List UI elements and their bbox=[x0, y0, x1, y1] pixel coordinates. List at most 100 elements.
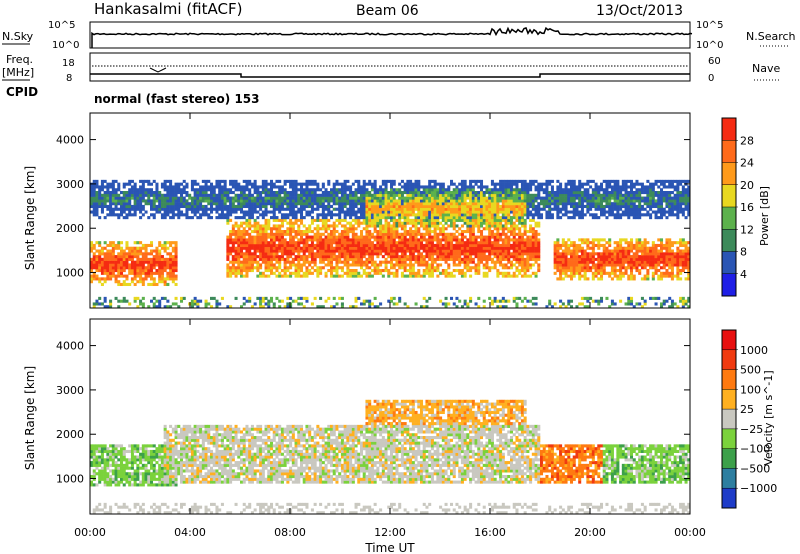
power-cell bbox=[150, 274, 154, 278]
power-cell bbox=[384, 241, 388, 245]
power-cell bbox=[310, 257, 314, 261]
power-cell bbox=[450, 252, 454, 256]
power-cell bbox=[411, 204, 415, 209]
power-cell bbox=[368, 199, 372, 203]
power-cell bbox=[275, 179, 279, 183]
power-cell bbox=[248, 221, 252, 225]
power-cell bbox=[357, 190, 361, 195]
power-cell bbox=[444, 190, 448, 195]
power-cell bbox=[166, 266, 170, 270]
power-cell bbox=[422, 238, 426, 242]
power-cell bbox=[180, 299, 184, 303]
power-cell bbox=[422, 246, 426, 250]
power-cell bbox=[114, 202, 118, 206]
power-cell bbox=[226, 218, 230, 222]
power-cell bbox=[441, 249, 445, 253]
power-cell bbox=[240, 243, 244, 248]
power-cell bbox=[583, 268, 587, 273]
power-cell bbox=[474, 182, 478, 186]
power-cell bbox=[400, 266, 404, 270]
power-cell bbox=[196, 182, 200, 186]
power-cell bbox=[313, 207, 317, 211]
power-cell bbox=[360, 196, 364, 200]
power-cell bbox=[242, 252, 246, 256]
power-cell bbox=[600, 243, 604, 248]
power-cell bbox=[384, 235, 388, 239]
power-cell bbox=[441, 188, 445, 192]
power-cell bbox=[248, 218, 252, 222]
power-cell bbox=[523, 188, 527, 192]
power-cell bbox=[529, 224, 533, 228]
power-cell bbox=[141, 271, 145, 275]
power-cell bbox=[471, 243, 475, 248]
power-cell bbox=[321, 227, 325, 231]
power-cell bbox=[469, 249, 473, 253]
power-cell bbox=[98, 199, 102, 203]
power-cell bbox=[550, 213, 554, 217]
power-cell bbox=[280, 238, 284, 242]
power-cell bbox=[313, 257, 317, 261]
power-cell bbox=[139, 185, 143, 189]
power-cell bbox=[510, 182, 514, 186]
power-cell bbox=[319, 249, 323, 253]
power-cell bbox=[130, 213, 134, 217]
power-cell bbox=[215, 182, 219, 186]
power-cell bbox=[460, 199, 464, 203]
power-cell bbox=[365, 246, 369, 250]
power-cell bbox=[190, 305, 194, 309]
power-cell bbox=[496, 216, 500, 220]
power-cell bbox=[242, 199, 246, 203]
power-cell bbox=[518, 260, 522, 264]
power-cell bbox=[351, 305, 355, 309]
freq-tick-bottom: 8 bbox=[66, 73, 72, 84]
power-cell bbox=[376, 199, 380, 203]
power-cell bbox=[114, 243, 118, 248]
power-cell bbox=[504, 207, 508, 211]
power-cell bbox=[141, 260, 145, 264]
power-cell bbox=[128, 282, 132, 287]
power-cell bbox=[136, 193, 140, 197]
power-cell bbox=[420, 255, 424, 259]
power-cell bbox=[463, 299, 467, 303]
power-cell bbox=[136, 296, 140, 300]
power-cell bbox=[240, 199, 244, 203]
power-cell bbox=[190, 204, 194, 209]
power-cell bbox=[305, 204, 309, 209]
power-cell bbox=[605, 179, 609, 183]
power-cell bbox=[430, 207, 434, 211]
power-cell bbox=[520, 241, 524, 245]
power-cell bbox=[480, 249, 484, 253]
power-cell bbox=[160, 268, 164, 273]
power-cell bbox=[324, 188, 328, 192]
power-cell bbox=[302, 188, 306, 192]
power-cell bbox=[338, 241, 342, 245]
power-cell bbox=[324, 216, 328, 220]
power-cell bbox=[120, 257, 124, 261]
power-cell bbox=[259, 193, 263, 197]
power-cell bbox=[520, 257, 524, 261]
power-cell bbox=[103, 252, 107, 256]
power-cell bbox=[444, 305, 448, 309]
power-cell bbox=[534, 252, 538, 256]
power-cell bbox=[330, 271, 334, 275]
power-cell bbox=[90, 199, 94, 203]
power-cell bbox=[430, 229, 434, 234]
power-cell bbox=[392, 179, 396, 183]
power-cell bbox=[428, 185, 432, 189]
power-cell bbox=[133, 263, 137, 267]
power-cell bbox=[212, 196, 216, 200]
power-cell bbox=[373, 243, 377, 248]
power-cell bbox=[267, 227, 271, 231]
power-cell bbox=[379, 229, 383, 234]
power-cell bbox=[398, 235, 402, 239]
power-cell bbox=[226, 193, 230, 197]
power-cell bbox=[450, 274, 454, 278]
power-cell bbox=[477, 179, 481, 183]
power-cell bbox=[444, 243, 448, 248]
power-cell bbox=[531, 207, 535, 211]
power-cell bbox=[109, 271, 113, 275]
power-cell bbox=[248, 260, 252, 264]
power-cell bbox=[351, 204, 355, 209]
power-cell bbox=[499, 235, 503, 239]
power-cell bbox=[286, 199, 290, 203]
